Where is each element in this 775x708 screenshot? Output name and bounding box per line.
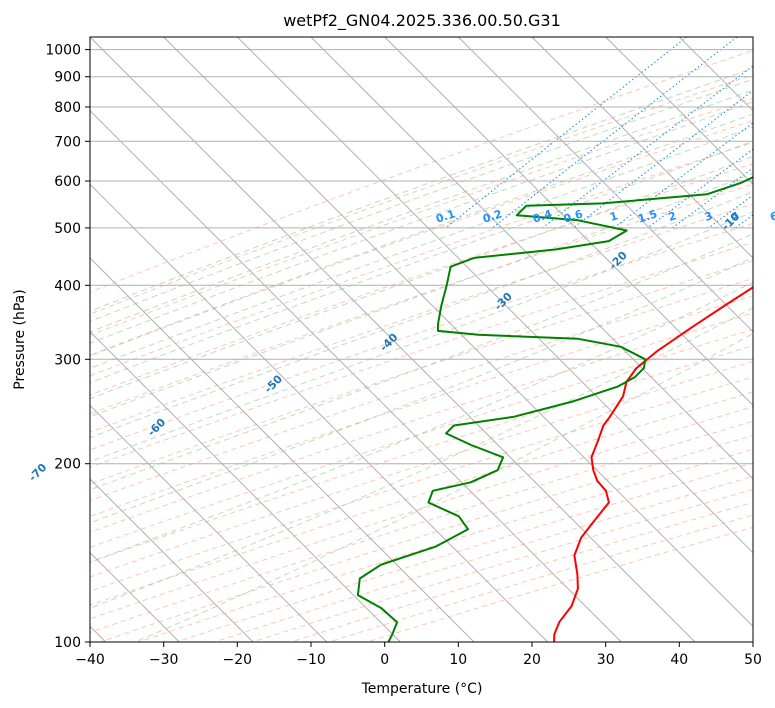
profile-series: [356, 176, 753, 642]
mixing-ratio-label: 1.5: [636, 207, 659, 225]
plot-frame: [89, 36, 754, 643]
moist-adiabat: [90, 126, 753, 369]
moist-adiabat: [90, 113, 753, 356]
background-lines: [90, 37, 753, 642]
pressure-grid: [90, 49, 753, 642]
y-tick-label: 800: [54, 100, 81, 116]
y-tick-label: 300: [54, 352, 81, 368]
mixing-ratio-label: 0.1: [434, 207, 457, 225]
isotherm-line: [236, 37, 753, 554]
x-tick-label: 0: [380, 652, 389, 668]
axes: −40 −30 −20 −10 0 10 20 30 40 50 100 200 300 400 500 60…: [45, 43, 762, 668]
moist-adiabat: [90, 281, 753, 563]
dry-adiabat: [90, 295, 753, 518]
isotherm-line: [90, 37, 696, 642]
dry-adiabat: [90, 50, 753, 293]
mixing-ratio-line: [672, 167, 753, 229]
isotherm-line: [90, 404, 328, 642]
mixing-ratio-line: [572, 90, 753, 229]
y-tick-label: 400: [54, 278, 81, 294]
x-tick-label: 10: [449, 652, 467, 668]
dry-adiabat: [90, 241, 753, 468]
y-tick-label: 100: [54, 635, 81, 651]
y-tick-label: 200: [54, 457, 81, 473]
y-tick-label: 900: [54, 70, 81, 86]
x-tick-label: 30: [597, 652, 615, 668]
x-axis-title: Temperature (°C): [361, 681, 483, 697]
mixing-ratio-label: 4: [729, 209, 741, 224]
mixing-ratio-label: 1: [608, 209, 619, 224]
x-tick-label: −30: [149, 652, 179, 668]
y-axis-title: Pressure (hPa): [12, 289, 28, 389]
x-tick-label: 20: [523, 652, 541, 668]
x-tick-label: 50: [744, 652, 762, 668]
chart-title: wetPf2_GN04.2025.336.00.50.G31: [283, 11, 561, 31]
isotherm-line: [605, 37, 753, 186]
isotherm-line: [310, 37, 753, 480]
moist-adiabat: [90, 211, 753, 463]
moist-adiabat: [90, 155, 753, 400]
isotherm-line: [90, 330, 401, 642]
isotherm-line: [384, 37, 753, 407]
mixing-ratio-label: 2: [667, 209, 678, 224]
x-tick-label: −40: [75, 652, 105, 668]
mixing-ratio-label: 3: [703, 209, 714, 224]
isotherm-line: [90, 257, 475, 642]
moist-adiabat: [90, 172, 753, 418]
moist-adiabat: [90, 101, 753, 344]
dry-adiabat: [90, 260, 753, 485]
y-tick-label: 700: [54, 134, 81, 150]
isotherm-line: [163, 37, 753, 628]
mixing-ratio-label: 0.6: [562, 207, 585, 225]
mixing-ratio-label: 0.4: [531, 207, 554, 225]
isotherm-line: [90, 478, 254, 642]
x-tick-label: −20: [223, 652, 253, 668]
x-tick-label: 40: [670, 652, 688, 668]
moist-adiabat: [90, 233, 753, 491]
moist-adiabat: [90, 256, 753, 524]
dry-adiabat: [90, 163, 753, 396]
isotherm-line: [457, 37, 753, 333]
y-tick-label: 1000: [45, 43, 81, 59]
y-tick-label: 500: [54, 221, 81, 237]
x-tick-label: −10: [296, 652, 326, 668]
moist-adiabat: [90, 89, 753, 333]
moist-adiabat: [134, 332, 753, 642]
dry-adiabat: [90, 391, 753, 606]
y-tick-label: 600: [54, 174, 81, 190]
mixing-ratio-line: [492, 37, 738, 229]
isotherm-line: [90, 109, 622, 642]
isotherm-line: [531, 37, 753, 259]
dry-adiabat: [90, 203, 753, 433]
mixing-ratio-label: 6: [768, 209, 775, 224]
temperature-line: [553, 286, 753, 642]
mixing-ratio-line: [542, 65, 753, 229]
mixing-ratio-label: 0.2: [481, 207, 504, 225]
dry-adiabat: [90, 74, 753, 315]
dewpoint-line: [356, 176, 753, 642]
dry-adiabat: [90, 142, 753, 377]
